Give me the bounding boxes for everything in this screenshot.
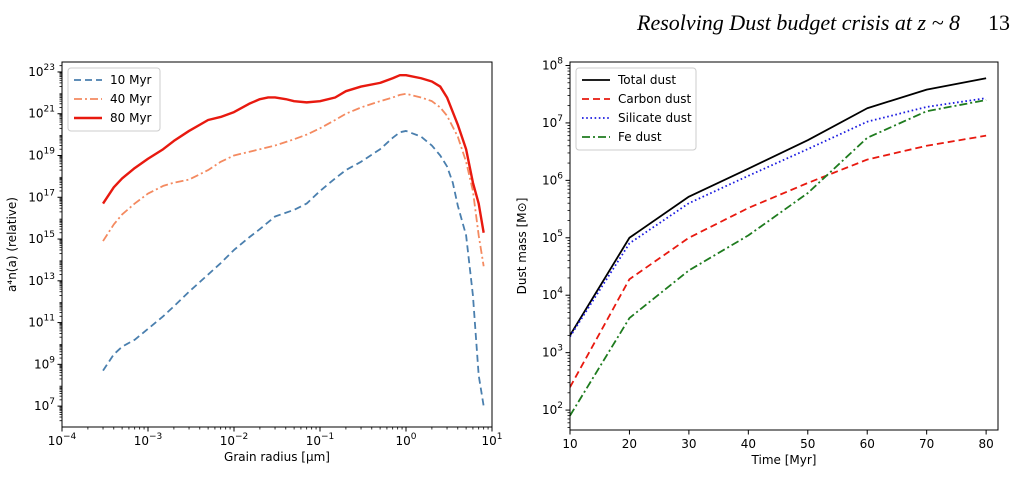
x-tick-label: 10−3 (134, 432, 163, 448)
legend-box (575, 67, 697, 151)
y-axis-label: a⁴n(a) (relative) (5, 197, 19, 292)
y-tick-label: 1021 (28, 105, 55, 121)
x-tick-label: 30 (681, 437, 696, 451)
x-tick-label: 10−4 (48, 432, 77, 448)
series-line-2 (102, 74, 485, 233)
series-line-1 (570, 134, 987, 388)
y-tick-label: 104 (542, 286, 563, 302)
y-tick-label: 1011 (28, 314, 55, 330)
series-line-2 (570, 97, 987, 338)
x-tick-label: 101 (481, 432, 502, 448)
x-tick-label: 20 (622, 437, 637, 451)
y-tick-label: 1015 (28, 230, 55, 246)
x-axis-label: Time [Myr] (751, 453, 817, 467)
y-tick-label: 102 (542, 401, 563, 417)
series-line-0 (102, 130, 485, 407)
y-tick-label: 107 (542, 114, 563, 130)
series-line-0 (570, 77, 987, 336)
x-tick-label: 40 (741, 437, 756, 451)
y-axis-label: Dust mass [M⊙] (515, 198, 529, 295)
legend: 10 Myr 40 Myr 80 Myr (67, 67, 161, 132)
y-tick-label: 103 (542, 344, 563, 360)
y-tick-label: 109 (34, 355, 55, 371)
legend-label-1: 40 Myr (110, 92, 152, 106)
page-number: 13 (988, 10, 1010, 35)
x-tick-label: 100 (395, 432, 416, 448)
legend-box (67, 67, 161, 132)
x-tick-label: 60 (860, 437, 875, 451)
plot-frame (61, 61, 493, 428)
y-tick-label: 107 (34, 397, 55, 413)
series-line-1 (102, 92, 485, 267)
grain-size-distribution-chart: 10−4 10−3 10−2 10−1 100 101 107 109 1011 1013 1015… (5, 61, 503, 464)
x-tick-label: 10−2 (220, 432, 249, 448)
legend-label-2: Silicate dust (618, 111, 692, 125)
y-tick-label: 1017 (28, 188, 55, 204)
y-tick-label: 1019 (28, 147, 55, 163)
legend-label-3: Fe dust (618, 130, 662, 144)
y-tick-label: 1023 (28, 63, 55, 79)
x-tick-label: 80 (978, 437, 993, 451)
y-tick-label: 108 (542, 56, 563, 72)
x-tick-label: 10 (562, 437, 577, 451)
y-tick-label: 1013 (28, 272, 55, 288)
legend-label-2: 80 Myr (110, 111, 152, 125)
plot-frame (569, 61, 999, 431)
dust-mass-evolution-chart: 10 20 30 40 50 60 70 80 102 103 104 105 106 107 108 Tim… (515, 56, 999, 467)
legend-label-0: Total dust (617, 73, 676, 87)
x-axis-label: Grain radius [μm] (224, 450, 330, 464)
x-tick-label: 10−1 (306, 432, 335, 448)
running-title: Resolving Dust budget crisis at z ~ 8 (637, 10, 960, 35)
page-header: Resolving Dust budget crisis at z ~ 8 13 (0, 0, 1016, 40)
x-tick-label: 70 (919, 437, 934, 451)
legend-label-0: 10 Myr (110, 73, 152, 87)
legend: Total dust Carbon dust Silicate dust Fe dus… (575, 67, 697, 151)
y-tick-label: 105 (542, 229, 563, 245)
y-tick-label: 106 (542, 171, 563, 187)
legend-label-1: Carbon dust (618, 92, 692, 106)
series-line-3 (570, 99, 987, 417)
x-tick-label: 50 (800, 437, 815, 451)
